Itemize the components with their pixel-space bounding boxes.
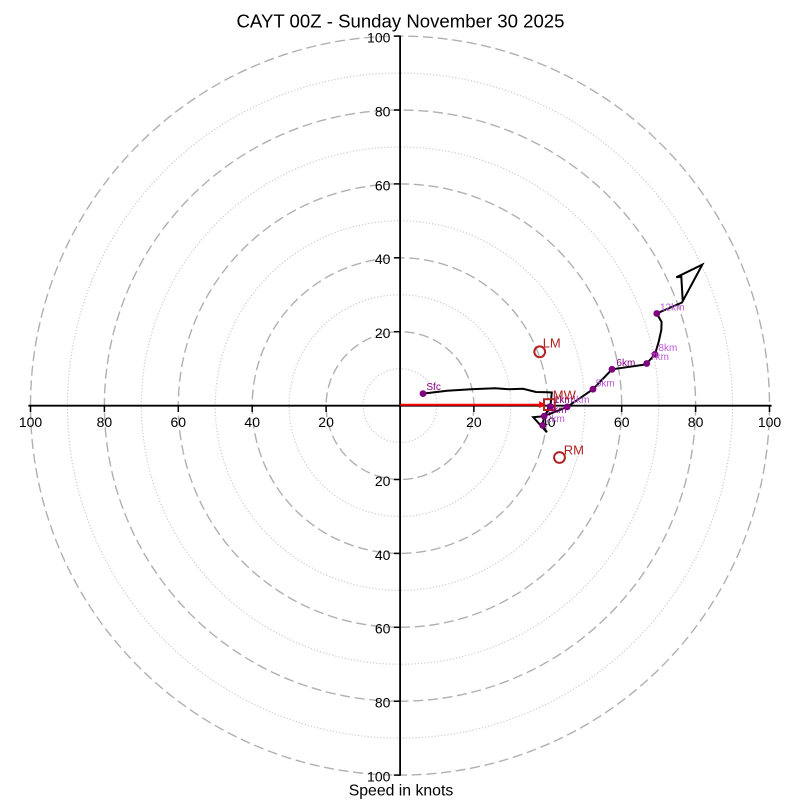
svg-text:100: 100 xyxy=(367,30,391,46)
svg-text:2km: 2km xyxy=(546,414,565,425)
svg-text:80: 80 xyxy=(375,103,391,119)
svg-text:80: 80 xyxy=(688,414,704,430)
svg-text:60: 60 xyxy=(171,414,187,430)
svg-text:7km: 7km xyxy=(650,352,669,363)
svg-text:4km: 4km xyxy=(571,395,590,406)
svg-text:MW: MW xyxy=(553,387,577,402)
svg-text:Sfc: Sfc xyxy=(426,382,440,393)
svg-text:20: 20 xyxy=(318,414,334,430)
svg-text:60: 60 xyxy=(614,414,630,430)
svg-text:20: 20 xyxy=(375,325,391,341)
svg-text:LM: LM xyxy=(543,336,561,351)
svg-text:60: 60 xyxy=(375,621,391,637)
svg-text:5km: 5km xyxy=(596,378,615,389)
svg-text:40: 40 xyxy=(375,251,391,267)
svg-text:20: 20 xyxy=(466,414,482,430)
svg-text:12km: 12km xyxy=(660,303,684,314)
svg-text:8km: 8km xyxy=(658,343,677,354)
svg-text:80: 80 xyxy=(97,414,113,430)
svg-text:100: 100 xyxy=(19,414,43,430)
svg-text:RM: RM xyxy=(564,442,584,457)
svg-text:60: 60 xyxy=(375,177,391,193)
svg-text:20: 20 xyxy=(375,473,391,489)
svg-text:CAYT 00Z - Sunday November 30: CAYT 00Z - Sunday November 30 2025 xyxy=(237,10,565,31)
svg-text:1km: 1km xyxy=(554,395,573,406)
svg-text:100: 100 xyxy=(367,769,391,785)
svg-text:Speed in knots: Speed in knots xyxy=(349,783,454,800)
svg-text:100: 100 xyxy=(758,414,782,430)
svg-text:40: 40 xyxy=(244,414,260,430)
svg-text:40: 40 xyxy=(375,547,391,563)
svg-text:6km: 6km xyxy=(616,358,635,369)
svg-text:80: 80 xyxy=(375,695,391,711)
svg-text:3km: 3km xyxy=(548,405,567,416)
